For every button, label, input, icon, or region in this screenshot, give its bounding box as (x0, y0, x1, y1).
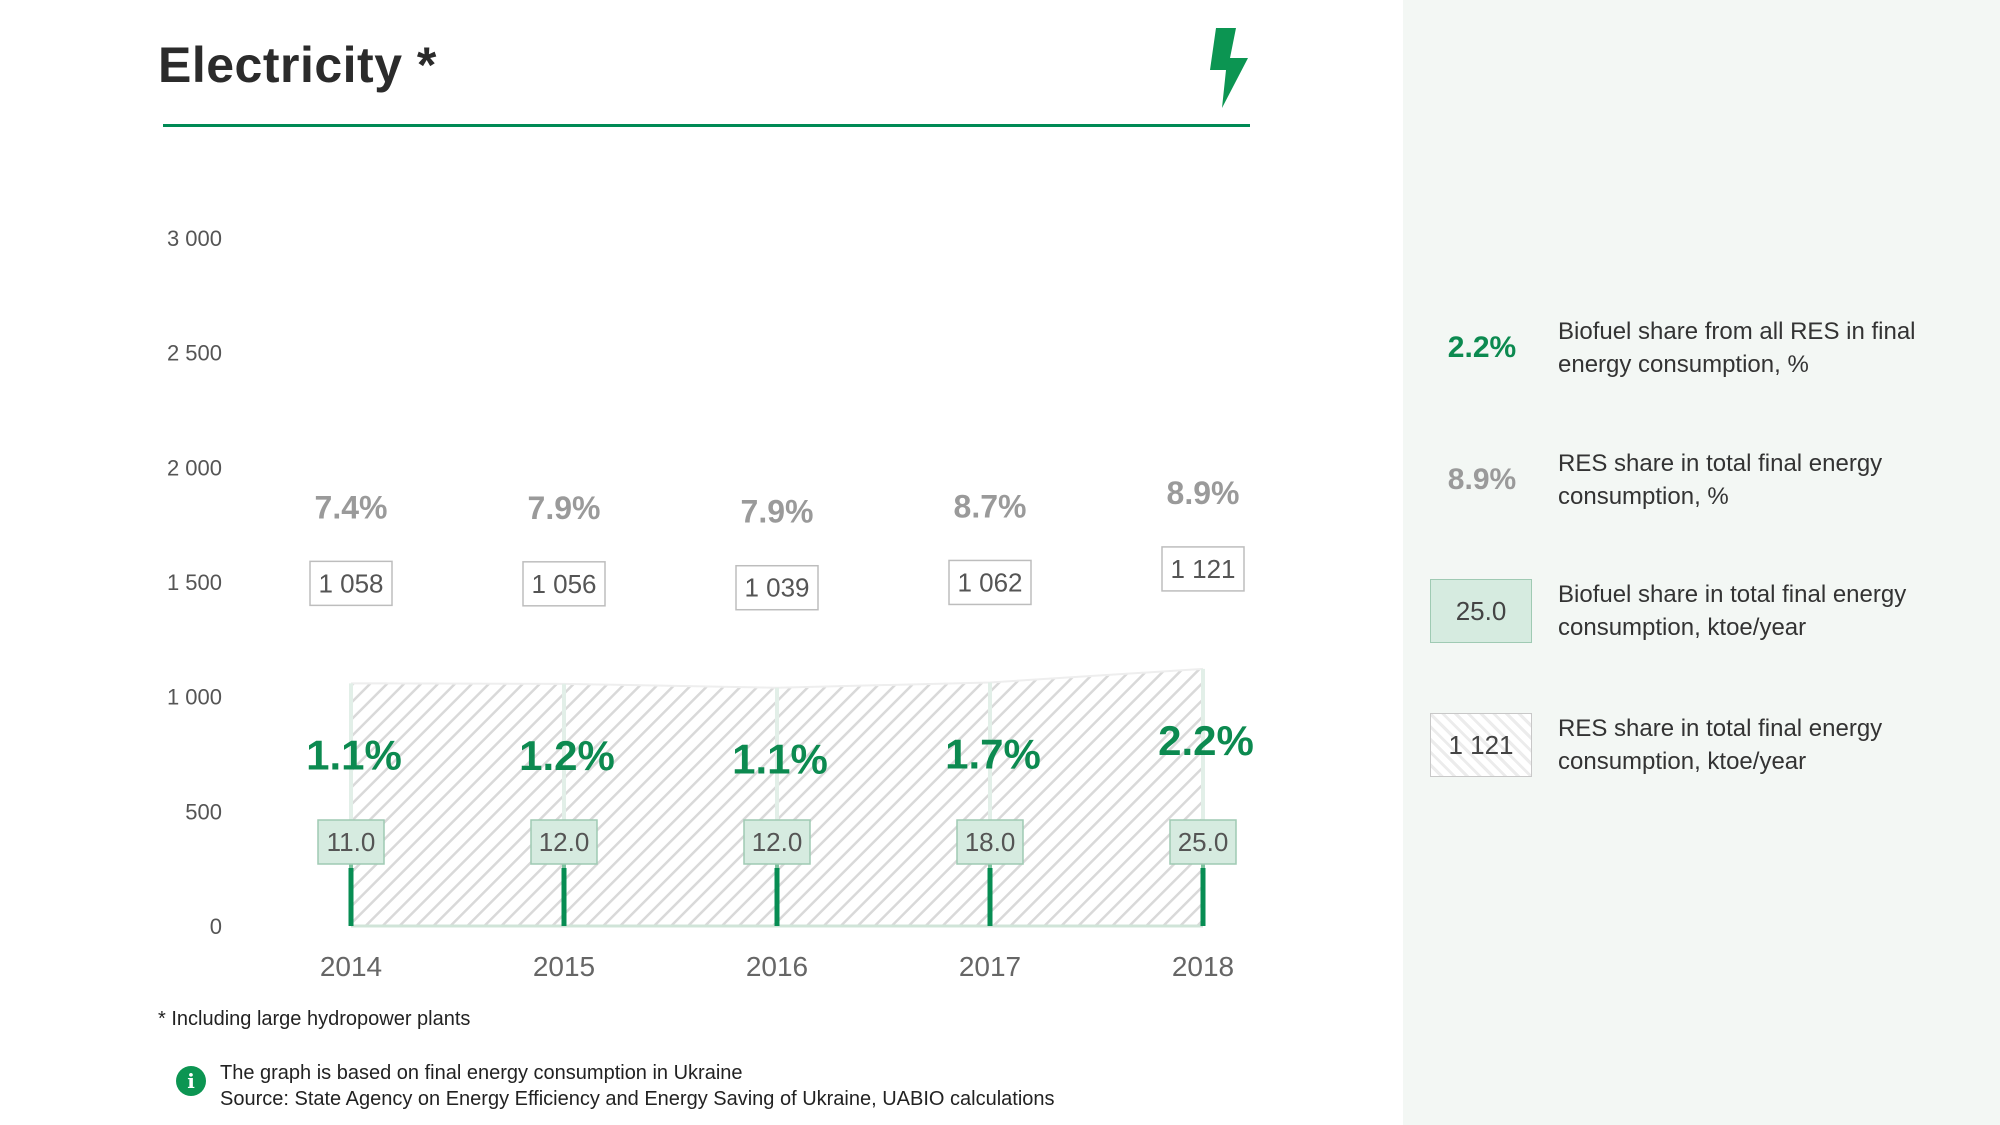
legend-label: Biofuel share in total final energy cons… (1558, 581, 1907, 641)
legend-panel (1403, 0, 2000, 1125)
y-tick-label: 2 500 (167, 341, 222, 366)
res-share-pct-label: 8.7% (954, 488, 1027, 524)
legend-sample-biofuel-pct: 2.2% (1447, 331, 1517, 364)
lightning-bolt-icon (1210, 28, 1248, 108)
biofuel-ktoe-label: 25.0 (1178, 827, 1229, 857)
electricity-chart: 0 500 1 000 1 500 2 000 2 500 3 000 2014 2015 20… (167, 226, 1254, 982)
biofuel-share-pct-label: 1.2% (519, 732, 615, 779)
res-share-pct-label: 8.9% (1167, 475, 1240, 511)
biofuel-share-pct-label: 1.1% (306, 731, 402, 778)
legend-sample-biofuel-box: 25.0 (1430, 579, 1532, 643)
legend-item-biofuel-ktoe: 25.0 Biofuel share in total final energy… (1430, 571, 1990, 651)
x-tick-label: 2015 (533, 951, 595, 982)
source-line-2: Source: State Agency on Energy Efficienc… (220, 1088, 1055, 1110)
biofuel-ktoe-box (317, 819, 385, 865)
res-ktoe-box (735, 564, 819, 611)
res-ktoe-label: 1 062 (957, 567, 1022, 597)
x-tick-label: 2014 (320, 951, 382, 982)
biofuel-ktoe-box (956, 819, 1024, 865)
legend-label: RES share in total final energy consumpt… (1558, 450, 1883, 510)
legend-sample-res-pct: 8.9% (1447, 463, 1517, 496)
y-tick-label: 1 500 (167, 570, 222, 595)
legend-label: Biofuel share from all RES in final ener… (1558, 318, 1916, 378)
biofuel-ktoe-box (1169, 819, 1237, 865)
legend-item-res-ktoe: 1 121 RES share in total final energy co… (1430, 705, 1990, 785)
legend-sample-res-box: 1 121 (1430, 713, 1532, 777)
legend-item-res-share-pct: 8.9% RES share in total final energy con… (1430, 440, 1990, 520)
legend-label: RES share in total final energy consumpt… (1558, 715, 1883, 775)
res-ktoe-box (948, 559, 1032, 606)
x-tick-label: 2016 (746, 951, 808, 982)
res-ktoe-label: 1 058 (318, 568, 383, 598)
biofuel-ktoe-label: 12.0 (752, 827, 803, 857)
biofuel-share-pct-label: 1.7% (945, 730, 1041, 777)
res-share-pct-label: 7.9% (528, 490, 601, 526)
footnote: * Including large hydropower plants (158, 1008, 471, 1030)
res-ktoe-box (309, 560, 393, 607)
res-ktoe-box (1161, 546, 1245, 592)
legend-item-biofuel-share-res: 2.2% Biofuel share from all RES in final… (1430, 308, 1990, 388)
title-divider (163, 124, 1250, 127)
x-tick-label: 2017 (959, 951, 1021, 982)
biofuel-share-pct-label: 2.2% (1158, 717, 1254, 764)
y-tick-label: 1 000 (167, 685, 222, 710)
biofuel-ktoe-box (743, 819, 811, 865)
biofuel-ktoe-label: 18.0 (965, 827, 1016, 857)
page-title: Electricity * (158, 37, 437, 93)
y-tick-label: 3 000 (167, 226, 222, 251)
res-ktoe-label: 1 056 (531, 569, 596, 599)
y-tick-label: 2 000 (167, 455, 222, 480)
res-ktoe-label: 1 039 (744, 573, 809, 603)
biofuel-ktoe-box (530, 819, 598, 865)
res-ktoe-box (522, 561, 606, 607)
source-line-1: The graph is based on final energy consu… (220, 1062, 743, 1084)
biofuel-ktoe-label: 11.0 (327, 827, 376, 857)
y-tick-label: 0 (210, 914, 222, 939)
biofuel-share-pct-label: 1.1% (732, 736, 828, 783)
y-tick-label: 500 (185, 799, 222, 824)
res-share-pct-label: 7.4% (315, 489, 388, 525)
res-ktoe-label: 1 121 (1170, 554, 1235, 584)
biofuel-ktoe-label: 12.0 (539, 827, 590, 857)
x-tick-label: 2018 (1172, 951, 1234, 982)
source-note: The graph is based on final energy consu… (220, 1060, 1055, 1112)
res-share-pct-label: 7.9% (741, 494, 814, 530)
info-icon: i (176, 1066, 206, 1096)
